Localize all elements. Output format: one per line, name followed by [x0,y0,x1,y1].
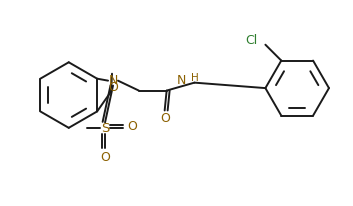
Text: N: N [177,74,186,87]
Text: O: O [161,112,170,125]
Text: O: O [100,151,110,164]
Text: N: N [108,74,118,87]
Text: S: S [101,122,109,135]
Text: O: O [108,81,118,94]
Text: O: O [127,120,137,133]
Text: Cl: Cl [245,34,257,47]
Text: H: H [191,73,199,83]
